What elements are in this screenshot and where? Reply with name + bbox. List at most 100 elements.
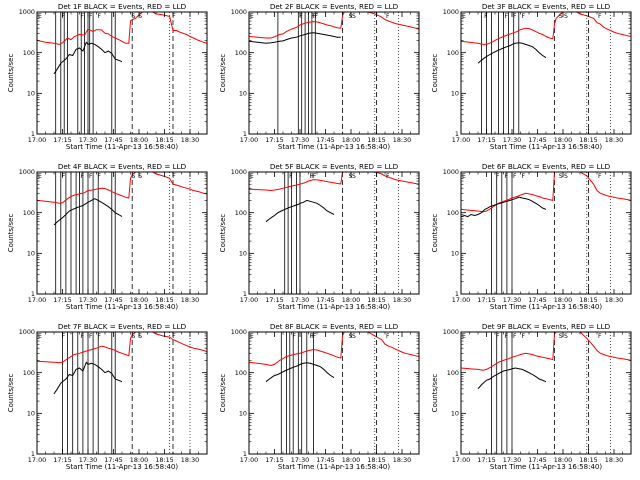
x-tick-label: 17:00 — [28, 296, 46, 304]
x-tick-label: 18:00 — [554, 456, 572, 464]
x-tick-label: 17:00 — [452, 296, 470, 304]
panel-title: Det 3F BLACK = Events, RED = LLD — [482, 2, 611, 11]
x-axis-title: Start Time (11-Apr-13 16:58:40) — [66, 303, 178, 311]
x-tick-label: 17:00 — [240, 456, 258, 464]
x-axis-title: Start Time (11-Apr-13 16:58:40) — [490, 143, 602, 151]
panel-title: Det 9F BLACK = Events, RED = LLD — [482, 322, 611, 331]
x-axis-title: Start Time (11-Apr-13 16:58:40) — [278, 143, 390, 151]
lld-trace — [249, 12, 419, 39]
events-trace — [249, 32, 341, 44]
x-axis-title: Start Time (11-Apr-13 16:58:40) — [66, 463, 178, 471]
marker-label: F — [598, 13, 602, 20]
marker-label: S — [132, 333, 136, 340]
lld-trace — [37, 332, 207, 364]
x-tick-label: 17:30 — [79, 296, 97, 304]
lld-trace — [461, 172, 631, 213]
lld-trace — [461, 12, 631, 45]
x-tick-label: 18:15 — [579, 296, 597, 304]
x-tick-label: 17:00 — [240, 136, 258, 144]
y-tick-label: 10 — [239, 90, 247, 98]
panel-title: Det 6F BLACK = Events, RED = LLD — [482, 162, 611, 171]
marker-label: F — [62, 13, 66, 20]
y-tick-label: 1 — [455, 130, 459, 138]
panel-title: Det 5F BLACK = Events, RED = LLD — [270, 162, 399, 171]
marker-label: S — [564, 333, 568, 340]
events-trace — [477, 367, 547, 390]
marker-label: F — [289, 173, 293, 180]
x-tick-label: 18:00 — [130, 136, 148, 144]
marker-label: F — [98, 173, 102, 180]
marker-label: F — [89, 173, 93, 180]
y-axis-title: Counts/sec — [219, 374, 227, 413]
y-tick-label: 1000 — [443, 328, 459, 336]
events-trace — [461, 196, 547, 218]
plot-frame — [36, 171, 208, 295]
marker-label: F — [505, 333, 509, 340]
y-tick-label: 1 — [455, 450, 459, 458]
y-tick-label: 100 — [447, 49, 459, 57]
x-tick-label: 17:30 — [503, 456, 521, 464]
x-tick-label: 18:30 — [393, 136, 411, 144]
y-tick-label: 1000 — [19, 168, 35, 176]
marker-label: F — [62, 333, 66, 340]
y-tick-label: 10 — [27, 250, 35, 258]
x-tick-label: 17:00 — [28, 456, 46, 464]
y-tick-label: 10 — [239, 250, 247, 258]
x-tick-label: 18:15 — [367, 456, 385, 464]
marker-label: F — [98, 333, 102, 340]
x-axis-title: Start Time (11-Apr-13 16:58:40) — [490, 303, 602, 311]
marker-label: F — [313, 333, 317, 340]
y-tick-label: 10 — [451, 90, 459, 98]
y-tick-label: 1 — [31, 450, 35, 458]
plot-frame — [248, 331, 420, 455]
y-tick-label: 1 — [243, 290, 247, 298]
y-axis-title: Counts/sec — [219, 54, 227, 93]
y-tick-label: 1000 — [231, 328, 247, 336]
marker-label: F — [98, 13, 102, 20]
plot-frame — [36, 11, 208, 135]
marker-label: F — [496, 173, 500, 180]
marker-label: E — [38, 13, 42, 20]
marker-label: F — [89, 13, 93, 20]
lld-trace — [37, 12, 207, 45]
marker-label: F — [496, 333, 500, 340]
x-tick-label: 17:30 — [291, 296, 309, 304]
marker-label: S — [559, 173, 563, 180]
x-tick-label: 17:00 — [452, 136, 470, 144]
x-tick-label: 18:15 — [155, 136, 173, 144]
plot-frame — [460, 171, 632, 295]
x-tick-label: 17:30 — [291, 456, 309, 464]
x-tick-label: 17:30 — [503, 296, 521, 304]
marker-label: F — [522, 13, 526, 20]
marker-label: F — [81, 173, 85, 180]
x-tick-label: 18:15 — [367, 296, 385, 304]
x-tick-label: 17:15 — [53, 456, 71, 464]
marker-label: E — [462, 173, 466, 180]
x-tick-label: 17:15 — [265, 136, 283, 144]
marker-label: S — [564, 173, 568, 180]
x-tick-label: 18:00 — [342, 296, 360, 304]
x-tick-label: 17:30 — [503, 136, 521, 144]
marker-label: F — [172, 333, 176, 340]
marker-label: S — [559, 13, 563, 20]
marker-label: F — [62, 173, 66, 180]
y-tick-label: 10 — [451, 410, 459, 418]
x-tick-label: 17:15 — [477, 456, 495, 464]
x-tick-label: 17:45 — [528, 456, 546, 464]
y-tick-label: 1000 — [443, 8, 459, 16]
y-tick-label: 100 — [447, 209, 459, 217]
y-tick-label: 1000 — [231, 8, 247, 16]
y-tick-label: 10 — [239, 410, 247, 418]
marker-label: F — [598, 333, 602, 340]
x-tick-label: 17:00 — [240, 296, 258, 304]
x-tick-label: 17:45 — [316, 296, 334, 304]
x-tick-label: 17:30 — [79, 456, 97, 464]
y-axis-title: Counts/sec — [431, 374, 439, 413]
marker-label: F — [522, 333, 526, 340]
